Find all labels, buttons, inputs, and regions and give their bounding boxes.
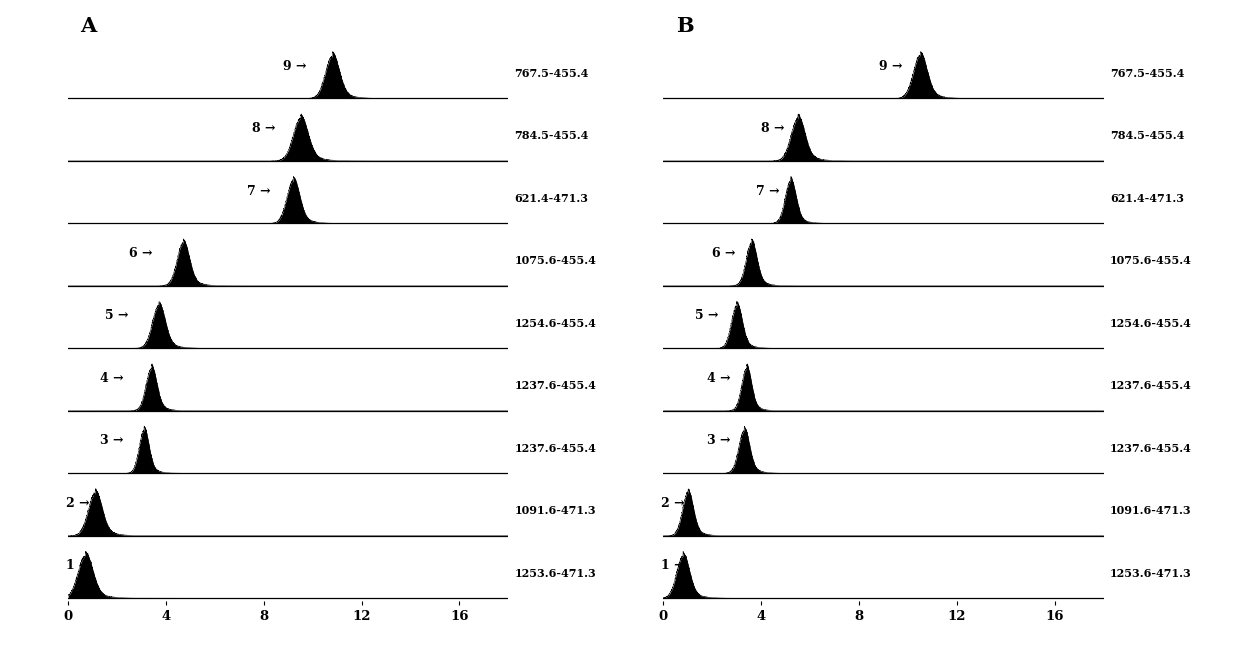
- Text: 1 →: 1 →: [66, 560, 89, 573]
- Text: 8 →: 8 →: [761, 122, 785, 135]
- Text: 767.5-455.4: 767.5-455.4: [515, 68, 589, 79]
- Text: 7 →: 7 →: [756, 185, 780, 198]
- Text: 1254.6-455.4: 1254.6-455.4: [1110, 318, 1192, 329]
- Text: 1237.6-455.4: 1237.6-455.4: [515, 380, 596, 391]
- Text: 621.4-471.3: 621.4-471.3: [515, 193, 589, 203]
- Text: 2 →: 2 →: [661, 497, 684, 510]
- Text: 3 →: 3 →: [707, 434, 730, 447]
- Text: 1254.6-455.4: 1254.6-455.4: [515, 318, 596, 329]
- Text: 8 →: 8 →: [252, 122, 275, 135]
- Text: 784.5-455.4: 784.5-455.4: [1110, 130, 1184, 141]
- Text: 767.5-455.4: 767.5-455.4: [1110, 68, 1184, 79]
- Text: 3 →: 3 →: [100, 434, 124, 447]
- Text: 5 →: 5 →: [696, 309, 719, 322]
- Text: B: B: [676, 16, 693, 36]
- Text: 1253.6-471.3: 1253.6-471.3: [1110, 567, 1192, 578]
- Text: 6 →: 6 →: [129, 247, 153, 260]
- Text: 1091.6-471.3: 1091.6-471.3: [515, 505, 596, 516]
- Text: 1 →: 1 →: [661, 560, 684, 573]
- Text: 9 →: 9 →: [879, 60, 903, 73]
- Text: 5 →: 5 →: [105, 309, 129, 322]
- Text: 2 →: 2 →: [66, 497, 89, 510]
- Text: 9 →: 9 →: [284, 60, 308, 73]
- Text: 1075.6-455.4: 1075.6-455.4: [1110, 255, 1192, 266]
- Text: 1237.6-455.4: 1237.6-455.4: [1110, 443, 1192, 454]
- Text: A: A: [81, 16, 97, 36]
- Text: 4 →: 4 →: [100, 372, 124, 385]
- Text: 1075.6-455.4: 1075.6-455.4: [515, 255, 596, 266]
- Text: 1237.6-455.4: 1237.6-455.4: [515, 443, 596, 454]
- Text: 6 →: 6 →: [712, 247, 735, 260]
- Text: 1237.6-455.4: 1237.6-455.4: [1110, 380, 1192, 391]
- Text: 1253.6-471.3: 1253.6-471.3: [515, 567, 596, 578]
- Text: 1091.6-471.3: 1091.6-471.3: [1110, 505, 1192, 516]
- Text: 4 →: 4 →: [707, 372, 732, 385]
- Text: 7 →: 7 →: [247, 185, 270, 198]
- Text: 784.5-455.4: 784.5-455.4: [515, 130, 589, 141]
- Text: 621.4-471.3: 621.4-471.3: [1110, 193, 1184, 203]
